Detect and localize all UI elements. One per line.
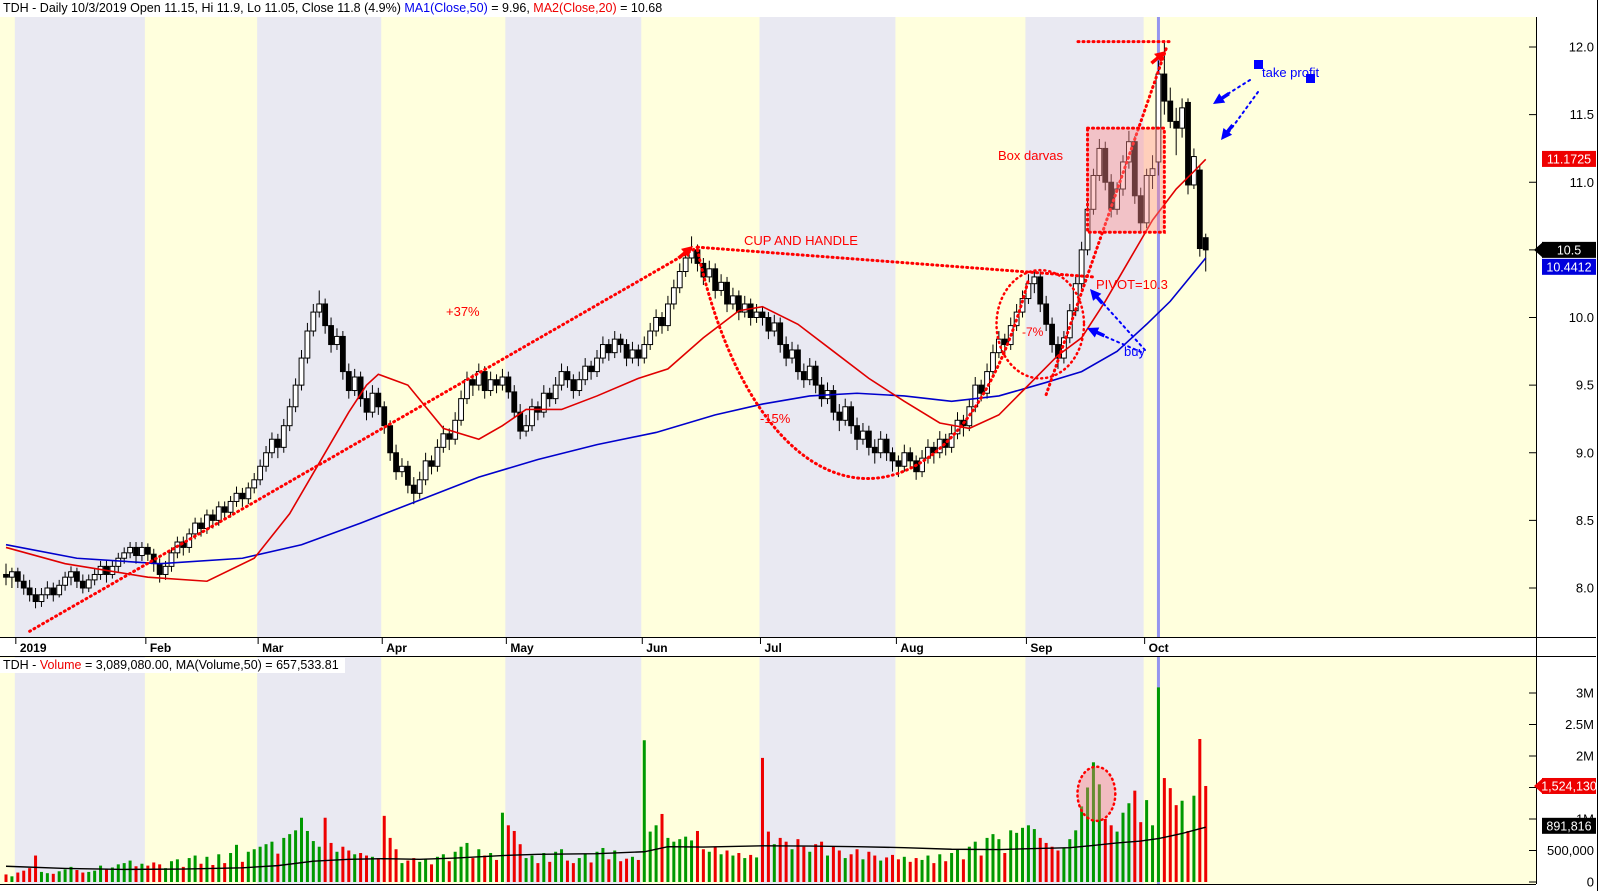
svg-text:11.0: 11.0 [1570, 175, 1594, 190]
ma1-value-tag: 10.4412 [1542, 258, 1596, 275]
svg-text:10.0: 10.0 [1569, 310, 1594, 325]
price-pane-title: TDH - Daily 10/3/2019 Open 11.15, Hi 11.… [0, 0, 1598, 17]
uptrend-dotted-line [28, 245, 699, 633]
buy-dotted-line [1092, 291, 1146, 351]
svg-text:9.5: 9.5 [1576, 378, 1594, 393]
svg-text:11.5: 11.5 [1570, 107, 1594, 122]
svg-text:891,816: 891,816 [1546, 819, 1591, 833]
svg-text:Mar: Mar [262, 641, 284, 655]
ma2-label: MA2(Close,20) [533, 1, 617, 15]
month-stripe [505, 17, 642, 637]
volume-layer [4, 687, 1208, 882]
last-volume-tag: 1,524,130 [1534, 777, 1597, 794]
cup-dotted-arc [695, 248, 1030, 480]
ma1-value: = 9.96, [487, 1, 534, 15]
drawing-handle-square[interactable] [1254, 60, 1263, 69]
neckline-dotted-line [695, 245, 1095, 279]
volume-title-values: = 3,089,080.00, MA(Volume,50) = 657,533.… [81, 658, 339, 672]
annotation-pivot-label[interactable]: PIVOT=10.3 [1096, 277, 1168, 292]
svg-text:2019: 2019 [20, 641, 47, 655]
arrow-marker[interactable] [1221, 127, 1233, 140]
svg-text:May: May [510, 641, 534, 655]
month-stripe [14, 657, 145, 884]
volume-pane-title: TDH - Volume = 3,089,080.00, MA(Volume,5… [0, 658, 345, 673]
volume-ma-tag: 891,816 [1542, 817, 1596, 834]
svg-text:Jul: Jul [764, 641, 781, 655]
darvas-box[interactable] [1086, 126, 1166, 234]
handle-dotted-ellipse[interactable] [995, 268, 1086, 380]
svg-text:Feb: Feb [150, 641, 171, 655]
svg-text:12.0: 12.0 [1569, 40, 1594, 55]
svg-text:8.0: 8.0 [1576, 581, 1594, 596]
last-close-tag: 10.5 [1534, 241, 1596, 258]
month-stripe [1025, 657, 1144, 884]
annotation-buy-label[interactable]: buy [1124, 344, 1145, 359]
ma1-label: MA1(Close,50) [404, 1, 488, 15]
price-axis: 12.0 11.5 11.0 10.5 10.0 9.5 9.0 8.5 8.0 [1529, 40, 1594, 596]
drawing-handle-square[interactable] [1306, 74, 1315, 83]
svg-text:3M: 3M [1576, 686, 1594, 701]
svg-text:Oct: Oct [1149, 641, 1169, 655]
svg-text:Sep: Sep [1030, 641, 1052, 655]
ma2-value: = 10.68 [616, 1, 663, 15]
volume-ma50-line [5, 826, 1206, 871]
month-stripe [505, 657, 642, 884]
breakout-trend-dotted-line [1044, 45, 1169, 397]
arrow-marker[interactable] [1213, 93, 1226, 104]
arrow-marker[interactable] [681, 246, 693, 258]
svg-text:Jun: Jun [646, 641, 667, 655]
svg-text:11.1725: 11.1725 [1547, 152, 1591, 166]
annotation-gain-label[interactable]: +37% [446, 304, 480, 319]
svg-text:2.5M: 2.5M [1565, 717, 1594, 732]
svg-text:Apr: Apr [386, 641, 407, 655]
arrow-marker[interactable] [1090, 289, 1102, 301]
arrow-marker[interactable] [1087, 327, 1100, 338]
svg-text:0: 0 [1587, 875, 1594, 890]
arrow-marker[interactable] [1154, 51, 1166, 63]
x-axis: 2019 Feb Mar Apr May Jun Jul Aug Sep Oct [15, 638, 1169, 655]
volume-spike-ellipse[interactable] [1076, 765, 1117, 823]
volume-title-name: Volume [39, 658, 82, 672]
volume-title-prefix: TDH - [3, 658, 40, 672]
ma2-value-tag: 11.1725 [1542, 150, 1596, 167]
month-stripe [14, 17, 145, 637]
svg-text:9.0: 9.0 [1576, 445, 1594, 460]
ma2-close20-line [5, 158, 1207, 583]
price-title-ohlc: TDH - Daily 10/3/2019 Open 11.15, Hi 11.… [3, 1, 405, 15]
svg-text:10.4412: 10.4412 [1546, 260, 1591, 274]
svg-text:2M: 2M [1576, 749, 1594, 764]
ma1-close50-line [5, 257, 1207, 565]
svg-text:10.5: 10.5 [1557, 243, 1581, 257]
annotation-darvas-box-label[interactable]: Box darvas [998, 148, 1064, 163]
annotation-handle-loss-label[interactable]: -7% [1022, 325, 1044, 339]
month-stripe [257, 657, 382, 884]
annotation-loss-label[interactable]: -15% [760, 411, 791, 426]
svg-text:8.5: 8.5 [1576, 513, 1594, 528]
svg-text:1,524,130: 1,524,130 [1541, 779, 1597, 793]
annotation-take-profit-label[interactable]: take profit [1262, 65, 1320, 80]
month-stripe [257, 17, 382, 637]
svg-text:500,000: 500,000 [1547, 843, 1594, 858]
svg-text:Aug: Aug [900, 641, 923, 655]
annotation-cup-handle-label[interactable]: CUP AND HANDLE [744, 233, 858, 248]
